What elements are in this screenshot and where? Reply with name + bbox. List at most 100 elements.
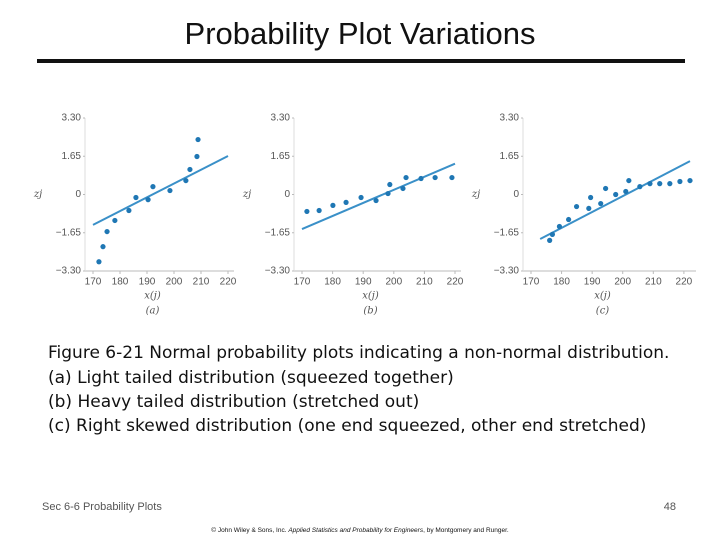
footer-section: Sec 6-6 Probability Plots — [42, 501, 162, 513]
data-point — [667, 181, 673, 187]
data-point — [449, 174, 455, 181]
y-tick-label: 3.30 — [500, 113, 520, 124]
data-point — [133, 194, 139, 201]
caption-line: (c) Right skewed distribution (one end s… — [48, 416, 646, 436]
x-tick-label: 170 — [85, 277, 102, 288]
data-point — [657, 181, 663, 187]
data-point — [126, 207, 132, 214]
x-tick-label: 190 — [584, 277, 601, 288]
x-axis-label: x(j) — [594, 291, 611, 302]
x-axis-label: x(j) — [144, 291, 161, 302]
data-point — [187, 166, 193, 173]
x-tick-label: 180 — [112, 277, 129, 288]
x-axis-label: x(j) — [362, 291, 379, 302]
data-point — [145, 197, 151, 203]
x-tick-label: 180 — [553, 277, 570, 288]
y-tick-label: −1.65 — [265, 227, 291, 238]
slide-title: Probability Plot Variations — [185, 16, 536, 51]
x-tick-label: 170 — [294, 277, 311, 288]
data-point — [556, 223, 563, 230]
y-tick-label: 3.30 — [62, 113, 82, 124]
page-number: 48 — [664, 501, 676, 513]
data-point — [647, 181, 653, 187]
data-point — [566, 216, 572, 223]
data-point — [387, 181, 393, 188]
y-tick-label: 0 — [284, 189, 290, 200]
data-point — [687, 177, 693, 184]
x-tick-label: 200 — [385, 277, 402, 288]
y-axis-label: zj — [33, 189, 42, 200]
data-point — [167, 187, 173, 194]
x-tick-label: 200 — [166, 277, 183, 288]
x-tick-label: 210 — [416, 277, 433, 288]
data-point — [112, 217, 118, 224]
data-point — [547, 237, 553, 243]
data-point — [598, 200, 604, 207]
data-point — [194, 153, 200, 160]
y-tick-label: 1.65 — [62, 151, 82, 162]
data-point — [373, 197, 379, 204]
x-tick-label: 190 — [355, 277, 372, 288]
data-point — [626, 177, 632, 184]
data-point — [385, 190, 391, 197]
panel-label: (c) — [596, 306, 610, 317]
data-point — [104, 228, 110, 235]
data-point — [613, 191, 619, 198]
data-point — [549, 231, 556, 237]
fit-line — [539, 160, 691, 240]
fit-line — [92, 155, 229, 226]
data-point — [573, 203, 580, 210]
y-tick-label: 0 — [513, 189, 519, 200]
data-point — [400, 185, 406, 192]
data-point — [150, 184, 156, 190]
x-tick-label: 210 — [193, 277, 210, 288]
x-tick-label: 210 — [645, 277, 662, 288]
copyright: © John Wiley & Sons, Inc. Applied Statis… — [211, 526, 509, 534]
data-point — [100, 244, 106, 250]
x-tick-label: 220 — [676, 277, 693, 288]
data-point — [343, 199, 349, 205]
data-point — [304, 208, 310, 215]
data-point — [623, 188, 629, 195]
y-axis-label: zj — [242, 189, 251, 200]
x-tick-label: 220 — [220, 277, 237, 288]
y-tick-label: −3.30 — [56, 266, 82, 277]
data-point — [316, 207, 322, 214]
y-tick-label: −3.30 — [494, 266, 520, 277]
caption-line: Figure 6-21 Normal probability plots ind… — [48, 343, 669, 363]
fit-line — [301, 162, 456, 230]
y-tick-label: −1.65 — [56, 227, 82, 238]
data-point — [637, 184, 643, 190]
x-tick-label: 200 — [614, 277, 631, 288]
data-point — [358, 194, 364, 201]
x-tick-label: 190 — [139, 277, 156, 288]
data-point — [586, 205, 592, 212]
title-rule — [37, 59, 685, 63]
y-tick-label: 1.65 — [500, 151, 520, 162]
data-point — [432, 174, 438, 181]
panel-label: (a) — [146, 306, 160, 317]
y-tick-label: −1.65 — [494, 227, 520, 238]
y-axis-label: zj — [471, 189, 480, 200]
data-point — [330, 202, 336, 208]
data-point — [183, 177, 189, 184]
book-title: Applied Statistics and Probability for E… — [287, 527, 424, 534]
data-point — [588, 194, 594, 201]
data-point — [96, 259, 102, 265]
caption-line: (b) Heavy tailed distribution (stretched… — [48, 392, 419, 412]
x-tick-label: 180 — [324, 277, 341, 288]
data-point — [677, 178, 683, 185]
caption-line: (a) Light tailed distribution (squeezed … — [48, 368, 454, 388]
y-tick-label: 3.30 — [271, 113, 291, 124]
y-tick-label: −3.30 — [265, 266, 291, 277]
y-tick-label: 1.65 — [271, 151, 291, 162]
data-point — [603, 185, 609, 192]
x-tick-label: 170 — [523, 277, 540, 288]
data-point — [403, 174, 409, 181]
copyright-text: , by Montgomery and Runger. — [423, 527, 509, 534]
data-point — [195, 136, 201, 143]
x-tick-label: 220 — [447, 277, 464, 288]
y-tick-label: 0 — [75, 189, 81, 200]
copyright-text: © John Wiley & Sons, Inc. — [211, 526, 288, 534]
